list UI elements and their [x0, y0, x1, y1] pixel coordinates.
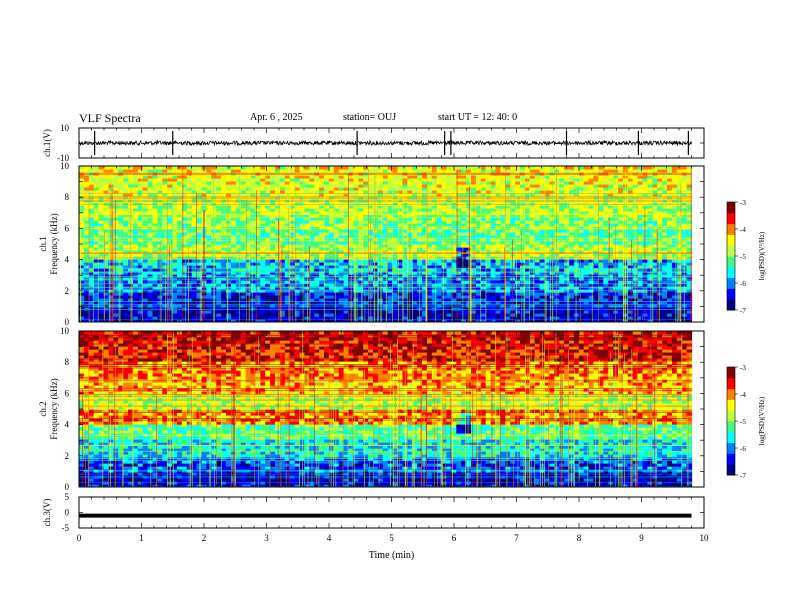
y-tick-label: 6	[65, 223, 70, 233]
spec1-image	[79, 166, 704, 322]
y-tick-label: 8	[65, 357, 70, 367]
y-tick-label: 0	[65, 508, 70, 518]
y-tick-label: -5	[62, 523, 70, 533]
y-tick-label: 8	[65, 192, 70, 202]
y-tick-label: 10	[60, 123, 70, 133]
ch2-spectrogram-panel: 0 2 4 6 8 10 ch.2 Frequency (kHz)	[38, 326, 705, 492]
y-tick-label: 5	[65, 492, 70, 502]
ch3-ylabel: ch.3(V)	[42, 499, 52, 527]
spec1-ylabel: ch.1	[38, 236, 48, 251]
spec2-ylabel: ch.2	[38, 401, 48, 416]
spec2-image	[79, 331, 704, 487]
colorbar-tick-label: -6	[740, 280, 746, 288]
ch1-colorbar: -3 -4 -5 -6 -7 log(PSD)(V²/Hz)	[726, 199, 766, 315]
x-axis-label: Time (min)	[369, 550, 414, 561]
y-tick-label: 2	[65, 286, 70, 296]
colorbar-label: log(PSD)(V²/Hz)	[758, 396, 766, 445]
ch1-ylabel: ch.1(V)	[42, 129, 52, 157]
y-tick-label: 2	[65, 451, 70, 461]
x-tick-label: 8	[577, 533, 582, 543]
station-label: station= OUJ	[343, 112, 397, 123]
colorbar-tick-label: -5	[740, 418, 746, 426]
x-tick-label: 2	[202, 533, 207, 543]
ch1-waveform-panel: 10 -10 ch.1(V)	[42, 123, 705, 163]
ch3-waveform-panel: 0 1 2 3 4 5 6 7 8 9 10 5 0 -5 ch.3(V) Time (min)	[42, 492, 709, 561]
y-tick-label: 6	[65, 388, 70, 398]
spec1-ylabel2: Frequency (kHz)	[49, 213, 59, 274]
date-label: Apr. 6 , 2025	[250, 112, 303, 123]
y-tick-label: 0	[65, 317, 70, 327]
x-tick-label: 10	[700, 533, 710, 543]
colorbar-label: log(PSD)(V²/Hz)	[758, 231, 766, 280]
colorbars: -3 -4 -5 -6 -7 log(PSD)(V²/Hz) -3 -4 -5 -6 -7 log(P…	[726, 199, 766, 480]
colorbar-tick-label: -6	[740, 445, 746, 453]
colorbar-tick-label: -7	[740, 307, 746, 315]
x-tick-label: 0	[77, 533, 82, 543]
colorbar-tick-label: -3	[740, 364, 746, 372]
x-tick-label: 6	[452, 533, 457, 543]
ch1-spectrogram-panel: 0 2 4 6 8 10 ch.1 Frequency (kHz)	[38, 161, 705, 327]
spec2-ylabel2: Frequency (kHz)	[49, 378, 59, 439]
y-tick-label: 10	[60, 161, 70, 171]
start-time-label: start UT = 12: 40: 0	[438, 112, 518, 123]
y-tick-label: 0	[65, 482, 70, 492]
x-tick-label: 1	[139, 533, 144, 543]
x-tick-label: 4	[327, 533, 332, 543]
ch1-trace	[78, 139, 692, 147]
colorbar-tick-label: -3	[740, 199, 746, 207]
y-tick-label: 4	[65, 420, 70, 430]
colorbar-tick-label: -5	[740, 253, 746, 261]
y-tick-label: -10	[57, 153, 69, 163]
ch2-colorbar: -3 -4 -5 -6 -7 log(PSD)(V²/Hz)	[726, 364, 766, 480]
y-tick-label: 10	[60, 326, 70, 336]
colorbar-tick-label: -4	[740, 226, 746, 234]
colorbar-tick-label: -7	[740, 472, 746, 480]
x-tick-label: 7	[514, 533, 519, 543]
y-tick-label: 4	[65, 255, 70, 265]
colorbar-tick-label: -4	[740, 391, 746, 399]
chart-title: VLF Spectra	[79, 111, 141, 125]
x-tick-label: 3	[264, 533, 269, 543]
x-tick-label: 9	[639, 533, 644, 543]
x-tick-label: 5	[389, 533, 394, 543]
